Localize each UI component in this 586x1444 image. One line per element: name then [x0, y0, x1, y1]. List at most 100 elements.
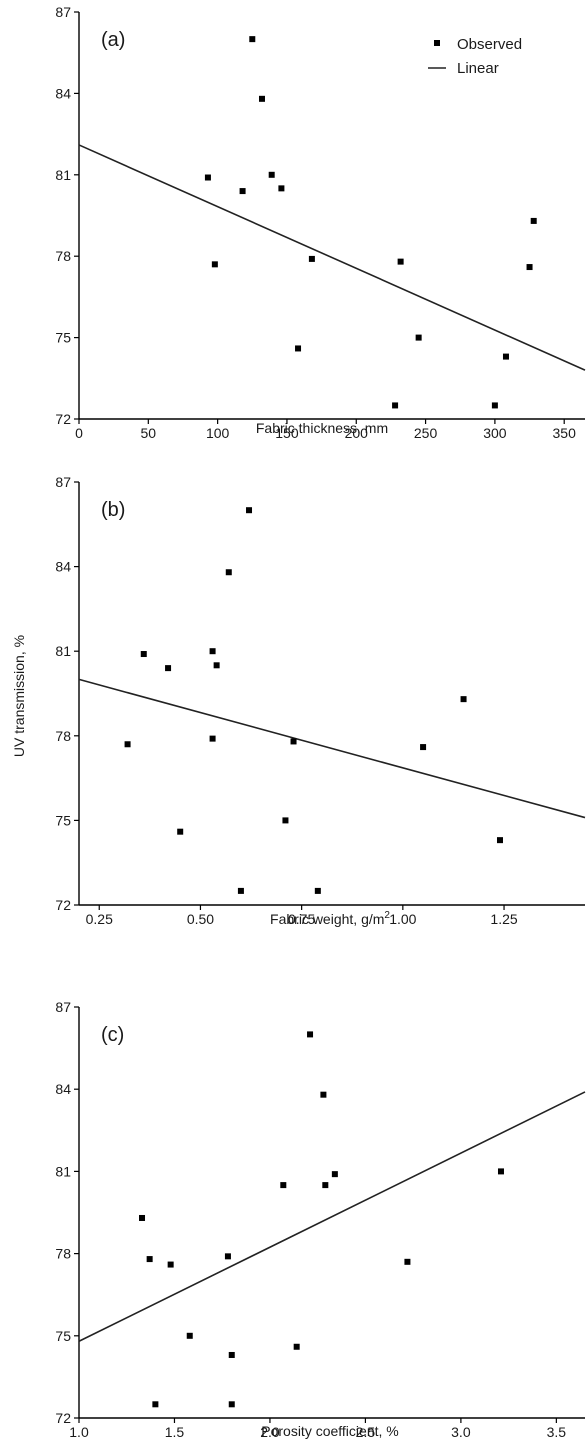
observed-point: [278, 185, 285, 192]
observed-point: [314, 887, 321, 894]
observed-point: [307, 1031, 314, 1038]
y-tick-label: 75: [55, 812, 71, 828]
y-tick-label: 75: [55, 330, 71, 346]
x-tick-label: 3.5: [547, 1424, 567, 1440]
y-axis-label: UV transmission, %: [11, 635, 27, 757]
y-tick-label: 84: [55, 85, 71, 101]
observed-point: [415, 334, 422, 341]
observed-point: [280, 1182, 287, 1189]
x-tick-label: 3.0: [451, 1424, 471, 1440]
y-tick-label: 72: [55, 411, 71, 427]
observed-point: [293, 1343, 300, 1350]
y-tick-label: 78: [55, 728, 71, 744]
observed-point: [140, 651, 147, 658]
observed-point: [124, 741, 131, 748]
x-axis-label-c: Porosity coefficient, %: [261, 1423, 398, 1439]
y-tick-label: 81: [55, 167, 71, 183]
x-tick-label: 300: [483, 425, 507, 441]
linear-fit-line: [78, 1091, 586, 1342]
legend-marker-observed: [434, 40, 440, 46]
x-tick-label: 100: [206, 425, 230, 441]
legend-label-observed: Observed: [457, 36, 522, 53]
x-tick-label: 50: [141, 425, 157, 441]
observed-point: [165, 665, 172, 672]
observed-point: [320, 1091, 327, 1098]
observed-point: [460, 696, 467, 703]
observed-point: [213, 662, 220, 669]
x-axis-label-b: Fabric weight, g/m2: [270, 910, 390, 927]
y-tick-label: 87: [55, 474, 71, 490]
x-tick-label: 1.5: [165, 1424, 185, 1440]
panel-label: (a): [101, 29, 125, 51]
observed-point: [209, 735, 216, 742]
observed-point: [530, 217, 537, 224]
observed-point: [397, 258, 404, 265]
y-tick-label: 78: [55, 1246, 71, 1262]
observed-point: [392, 402, 399, 409]
observed-point: [502, 353, 509, 360]
observed-point: [139, 1214, 146, 1221]
observed-point: [404, 1258, 411, 1265]
y-tick-label: 72: [55, 897, 71, 913]
observed-point: [497, 1168, 504, 1175]
observed-point: [239, 188, 246, 195]
observed-point: [268, 171, 275, 178]
observed-point: [491, 402, 498, 409]
linear-fit-line: [78, 678, 586, 819]
legend-label-linear: Linear: [457, 60, 499, 77]
observed-point: [258, 95, 265, 102]
x-axis-label-b-sup: 2: [384, 910, 390, 921]
legend: Observed Linear: [428, 36, 522, 77]
observed-point: [209, 648, 216, 655]
x-tick-label: 0.25: [86, 911, 113, 927]
y-tick-label: 87: [55, 4, 71, 20]
observed-point: [420, 744, 427, 751]
observed-point: [331, 1171, 338, 1178]
observed-point: [204, 174, 211, 181]
observed-point: [526, 264, 533, 271]
panel-a: 72 75 78 81 84 87 0 50 100 150 200 250 300 350 (a): [55, 4, 586, 441]
panel-label: (c): [101, 1024, 124, 1046]
x-tick-label: 1.0: [69, 1424, 89, 1440]
y-tick-label: 87: [55, 999, 71, 1015]
observed-point: [246, 507, 253, 514]
observed-point: [224, 1253, 231, 1260]
x-tick-label: 350: [553, 425, 577, 441]
panel-b: 72 75 78 81 84 87 0.25 0.50 0.75 1.00 1.25 (b): [55, 474, 586, 927]
observed-point: [228, 1401, 235, 1408]
y-tick-label: 75: [55, 1328, 71, 1344]
observed-point: [152, 1401, 159, 1408]
observed-point: [295, 345, 302, 352]
x-tick-label: 1.25: [490, 911, 517, 927]
x-tick-label: 1.00: [389, 911, 416, 927]
x-tick-label: 0: [75, 425, 83, 441]
observed-point: [211, 261, 218, 268]
observed-point: [228, 1351, 235, 1358]
y-tick-label: 72: [55, 1410, 71, 1426]
linear-fit-line: [78, 144, 586, 371]
observed-point: [322, 1182, 329, 1189]
panel-label: (b): [101, 499, 125, 521]
panel-c: 72 75 78 81 84 87 1.0 1.5 2.0 2.5 3.0 3.5 (c): [55, 999, 586, 1440]
observed-point: [308, 255, 315, 262]
x-axis-label-a: Fabric thickness, mm: [256, 420, 388, 436]
x-tick-label: 150: [275, 425, 299, 441]
observed-point: [146, 1256, 153, 1263]
observed-point: [186, 1332, 193, 1339]
observed-point: [237, 887, 244, 894]
x-axis-label-b-text: Fabric weight, g/m: [270, 911, 384, 927]
observed-point: [282, 817, 289, 824]
y-tick-label: 81: [55, 643, 71, 659]
y-tick-label: 84: [55, 559, 71, 575]
x-tick-label: 250: [414, 425, 438, 441]
x-tick-label: 200: [345, 425, 369, 441]
x-tick-label: 2.5: [356, 1424, 376, 1440]
x-tick-label: 2.0: [260, 1424, 280, 1440]
y-tick-label: 84: [55, 1081, 71, 1097]
observed-point: [496, 837, 503, 844]
observed-point: [167, 1261, 174, 1268]
observed-point: [177, 828, 184, 835]
observed-point: [249, 36, 256, 43]
y-tick-label: 81: [55, 1163, 71, 1179]
